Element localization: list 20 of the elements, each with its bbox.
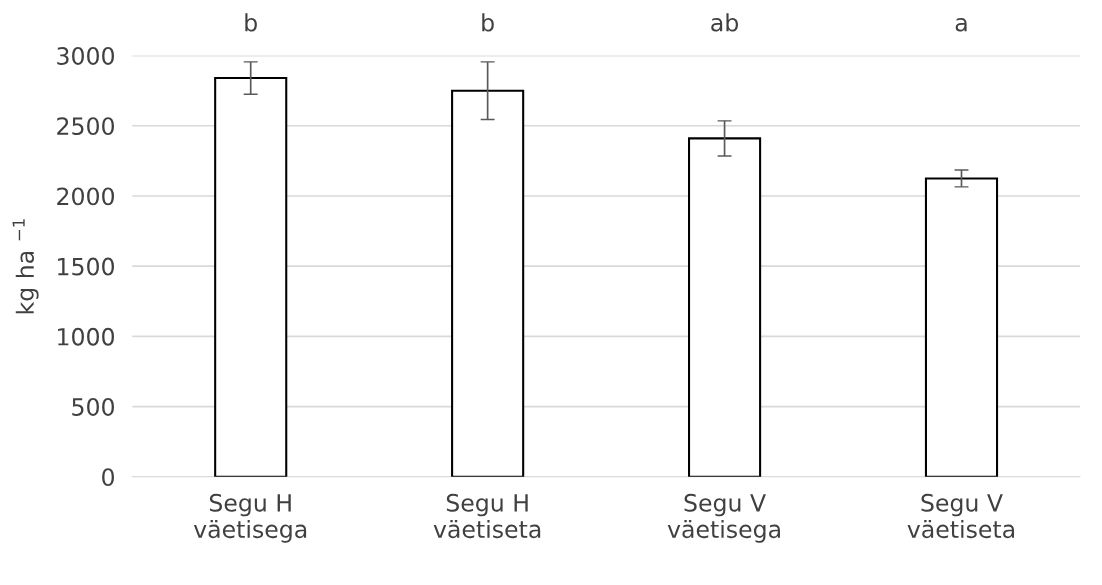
- text: a: [955, 18, 967, 32]
- text: b: [245, 13, 257, 32]
- bar: [687, 137, 762, 477]
- text: b: [482, 13, 494, 32]
- y-axis-title: kg ha $^{−1}$: [12, 219, 39, 314]
- y-tick-label: 1500: [58, 257, 114, 276]
- y-tick-label: 2500: [57, 117, 114, 136]
- text: ab: [711, 13, 738, 32]
- y-tick-label: 3000: [57, 47, 114, 65]
- x-tick-label: Segu V väetiseta: [907, 493, 1015, 539]
- bar: [451, 89, 525, 477]
- y-tick-label: 2000: [57, 187, 114, 206]
- y-tick-label: 500: [72, 398, 114, 416]
- x-tick-label: Segu H väetiseta: [433, 493, 541, 539]
- bar: [214, 77, 288, 477]
- y-tick-label: 0: [102, 468, 115, 487]
- bar: [924, 177, 999, 477]
- x-tick-label: Segu H väetisega: [193, 493, 307, 543]
- y-tick-label: 1000: [58, 327, 114, 346]
- x-tick-label: Segu V väetisega: [667, 493, 780, 543]
